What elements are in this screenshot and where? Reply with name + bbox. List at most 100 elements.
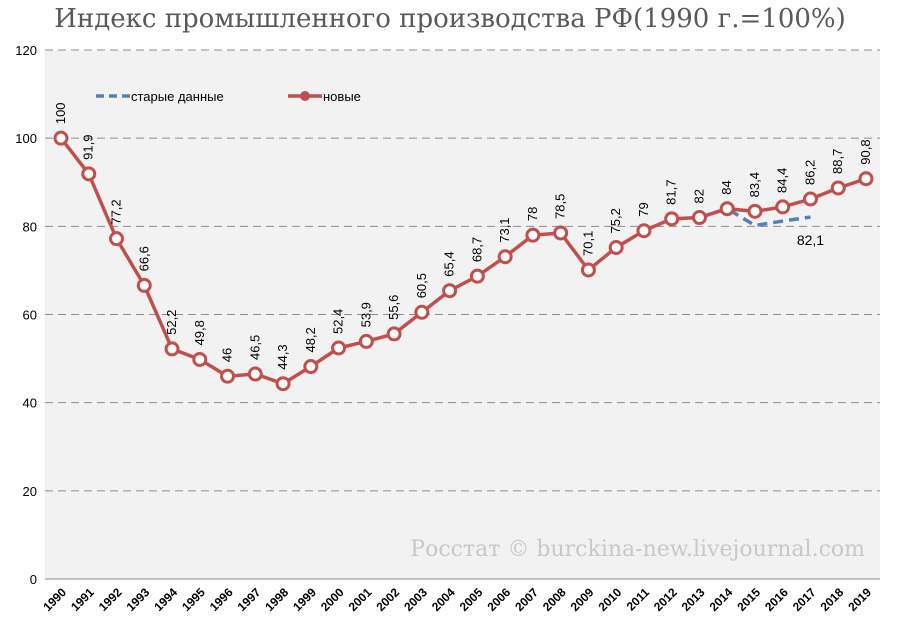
data-point bbox=[469, 268, 485, 284]
x-tick-label: 2011 bbox=[624, 585, 653, 614]
legend-marker-new bbox=[300, 91, 310, 101]
data-point bbox=[220, 368, 236, 384]
x-tick-label: 1994 bbox=[151, 585, 180, 614]
x-tick-label: 2001 bbox=[346, 585, 375, 614]
x-tick-label: 1996 bbox=[207, 585, 236, 614]
x-tick-label: 2013 bbox=[679, 585, 708, 614]
data-point bbox=[386, 326, 402, 342]
data-label: 81,7 bbox=[664, 180, 679, 205]
x-tick-label: 2000 bbox=[318, 585, 347, 614]
x-tick-label: 2017 bbox=[790, 585, 819, 614]
data-point bbox=[775, 199, 791, 215]
data-label: 84,4 bbox=[775, 168, 790, 193]
data-label: 90,8 bbox=[858, 139, 873, 164]
x-tick-label: 1990 bbox=[40, 585, 69, 614]
data-label: 73,1 bbox=[497, 217, 512, 242]
data-point bbox=[802, 191, 818, 207]
legend-label-new: новые bbox=[323, 89, 361, 104]
y-tick-label: 100 bbox=[15, 131, 37, 146]
x-tick-label: 2019 bbox=[845, 585, 874, 614]
y-tick-label: 120 bbox=[15, 43, 37, 58]
data-point bbox=[747, 203, 763, 219]
x-tick-label: 1991 bbox=[68, 585, 97, 614]
data-point bbox=[830, 180, 846, 196]
data-point bbox=[858, 171, 874, 187]
x-tick-label: 2004 bbox=[429, 585, 458, 614]
data-point bbox=[414, 304, 430, 320]
data-point bbox=[109, 231, 125, 247]
x-tick-label: 2015 bbox=[734, 585, 763, 614]
y-tick-label: 0 bbox=[30, 572, 37, 587]
data-label: 82 bbox=[691, 189, 706, 203]
data-label: 46,5 bbox=[247, 335, 262, 360]
data-label: 49,8 bbox=[192, 320, 207, 345]
data-label: 44,3 bbox=[275, 344, 290, 369]
x-tick-label: 1999 bbox=[290, 585, 319, 614]
data-label: 55,6 bbox=[386, 295, 401, 320]
data-point bbox=[442, 283, 458, 299]
y-tick-label: 20 bbox=[23, 484, 37, 499]
watermark: Росстат © burckina-new.livejournal.com bbox=[410, 537, 865, 562]
x-tick-label: 2016 bbox=[762, 585, 791, 614]
x-tick-label: 1998 bbox=[262, 585, 291, 614]
data-label-old: 82,1 bbox=[797, 232, 824, 248]
data-label: 86,2 bbox=[802, 160, 817, 185]
x-tick-label: 2005 bbox=[457, 585, 486, 614]
y-tick-label: 80 bbox=[23, 219, 37, 234]
data-point bbox=[636, 223, 652, 239]
data-point bbox=[81, 166, 97, 182]
data-point bbox=[608, 239, 624, 255]
data-label: 66,6 bbox=[136, 246, 151, 271]
x-tick-label: 1995 bbox=[179, 585, 208, 614]
data-label: 88,7 bbox=[830, 149, 845, 174]
data-point bbox=[192, 351, 208, 367]
data-label: 46 bbox=[220, 348, 235, 362]
data-point bbox=[164, 341, 180, 357]
x-tick-label: 2002 bbox=[373, 585, 402, 614]
data-label: 84 bbox=[719, 180, 734, 194]
data-point bbox=[497, 249, 513, 265]
data-label: 52,4 bbox=[331, 309, 346, 334]
data-point bbox=[553, 225, 569, 241]
data-label: 52,2 bbox=[164, 310, 179, 335]
data-label: 78,5 bbox=[553, 194, 568, 219]
data-label: 75,2 bbox=[608, 208, 623, 233]
x-tick-label: 1997 bbox=[235, 585, 264, 614]
data-label: 83,4 bbox=[747, 172, 762, 197]
data-label: 78 bbox=[525, 207, 540, 221]
x-tick-label: 1992 bbox=[96, 585, 125, 614]
x-tick-label: 2010 bbox=[596, 585, 625, 614]
x-tick-label: 2007 bbox=[512, 585, 541, 614]
x-tick-label: 2014 bbox=[707, 585, 736, 614]
x-tick-label: 2003 bbox=[401, 585, 430, 614]
data-label: 70,1 bbox=[580, 231, 595, 256]
x-tick-label: 2018 bbox=[818, 585, 847, 614]
x-tick-label: 2012 bbox=[651, 585, 680, 614]
data-point bbox=[247, 366, 263, 382]
data-point bbox=[303, 359, 319, 375]
x-tick-label: 1993 bbox=[124, 585, 153, 614]
data-label: 65,4 bbox=[442, 251, 457, 276]
x-tick-label: 2009 bbox=[568, 585, 597, 614]
data-point bbox=[691, 210, 707, 226]
data-point bbox=[525, 227, 541, 243]
data-point bbox=[136, 277, 152, 293]
data-label: 77,2 bbox=[109, 199, 124, 224]
data-label: 68,7 bbox=[469, 237, 484, 262]
data-point bbox=[358, 333, 374, 349]
data-label: 100 bbox=[53, 102, 68, 124]
legend-label-old: старые данные bbox=[131, 89, 224, 104]
data-label: 60,5 bbox=[414, 273, 429, 298]
x-tick-label: 2008 bbox=[540, 585, 569, 614]
data-label: 48,2 bbox=[303, 327, 318, 352]
data-label: 79 bbox=[636, 202, 651, 216]
data-label: 91,9 bbox=[81, 135, 96, 160]
data-point bbox=[580, 262, 596, 278]
y-tick-label: 60 bbox=[23, 308, 37, 323]
data-label: 53,9 bbox=[358, 302, 373, 327]
y-tick-label: 40 bbox=[23, 396, 37, 411]
data-point bbox=[719, 201, 735, 217]
data-point bbox=[331, 340, 347, 356]
x-tick-label: 2006 bbox=[484, 585, 513, 614]
